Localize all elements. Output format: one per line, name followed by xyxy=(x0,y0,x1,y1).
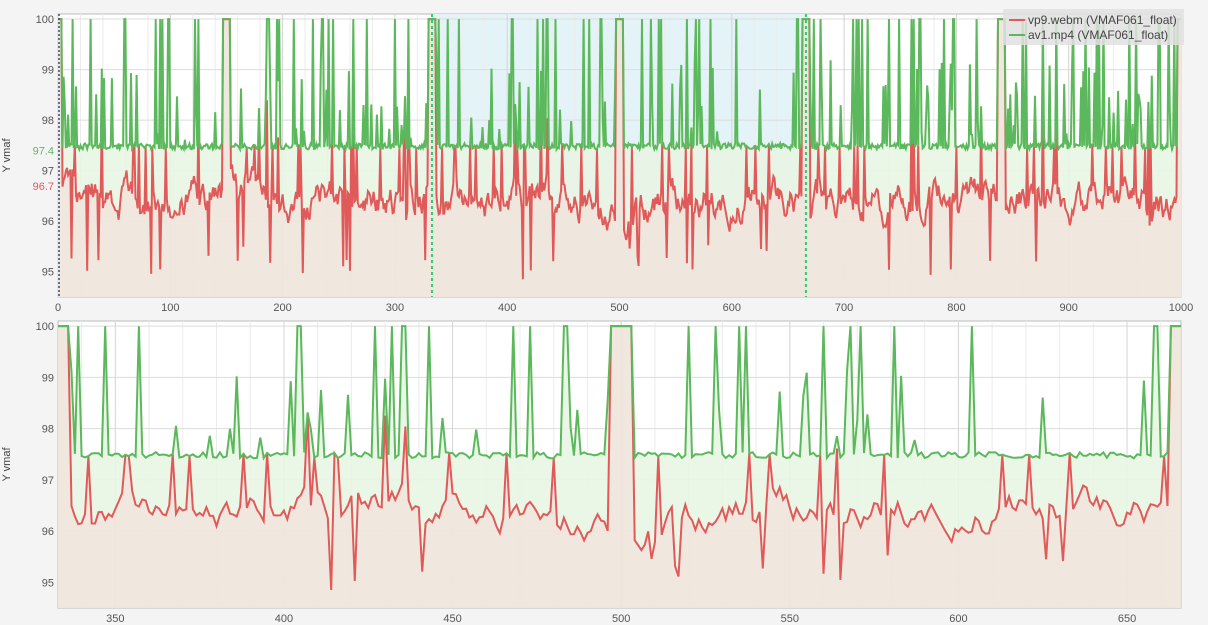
overview-x-tick-label: 400 xyxy=(498,302,516,314)
overview-x-tick-label: 900 xyxy=(1060,302,1078,314)
zoom-x-tick-label: 350 xyxy=(106,613,124,625)
zoom-area-av1 xyxy=(58,326,1181,590)
overview-y-tick-label: 99 xyxy=(42,65,54,77)
legend-item-vp9[interactable]: vp9.webm (VMAF061_float) xyxy=(1009,12,1178,27)
zoom-y-tick-label: 95 xyxy=(42,577,54,589)
overview-x-tick-label: 700 xyxy=(835,302,853,314)
legend-label-av1: av1.mp4 (VMAF061_float) xyxy=(1028,27,1169,42)
overview-y-tick-label: 100 xyxy=(36,14,54,26)
zoom-line-av1 xyxy=(58,325,1181,462)
overview-x-tick-label: 0 xyxy=(55,302,61,314)
zoom-x-tick-label: 650 xyxy=(1118,613,1136,625)
overview-y-tick-label: 97 xyxy=(42,166,54,178)
zoom-x-tick-label: 400 xyxy=(275,613,293,625)
overview-y-tick-label: 96 xyxy=(42,216,54,228)
legend: vp9.webm (VMAF061_float) av1.mp4 (VMAF06… xyxy=(1003,9,1184,45)
legend-swatch-vp9 xyxy=(1009,18,1025,21)
zoom-x-tick-label: 450 xyxy=(443,613,461,625)
overview-x-tick-label: 100 xyxy=(161,302,179,314)
overview-avg-label: 96.7 xyxy=(33,181,54,193)
overview-y-tick-label: 95 xyxy=(42,267,54,279)
overview-x-tick-label: 600 xyxy=(723,302,741,314)
legend-item-av1[interactable]: av1.mp4 (VMAF061_float) xyxy=(1009,27,1178,42)
zoom-y-tick-label: 98 xyxy=(42,424,54,436)
legend-swatch-av1 xyxy=(1009,33,1025,36)
zoom-y-tick-label: 100 xyxy=(36,321,54,333)
zoom-x-tick-label: 550 xyxy=(781,613,799,625)
zoom-x-tick-label: 600 xyxy=(949,613,967,625)
zoom-y-tick-label: 97 xyxy=(42,475,54,487)
overview-x-tick-label: 200 xyxy=(273,302,291,314)
legend-label-vp9: vp9.webm (VMAF061_float) xyxy=(1028,12,1177,27)
zoom-y-axis-title: Y vmaf xyxy=(1,447,13,482)
overview-x-tick-label: 800 xyxy=(947,302,965,314)
overview-area-vp9 xyxy=(58,19,1181,297)
zoom-y-tick-label: 99 xyxy=(42,372,54,384)
overview-y-tick-label: 98 xyxy=(42,115,54,127)
overview-y-axis-title: Y vmaf xyxy=(1,138,13,173)
zoom-y-tick-label: 96 xyxy=(42,526,54,538)
overview-x-tick-label: 500 xyxy=(610,302,628,314)
zoom-area-vp9 xyxy=(58,326,1181,608)
overview-x-tick-label: 1000 xyxy=(1169,302,1193,314)
overview-avg-label: 97.4 xyxy=(33,145,54,157)
overview-line-av1 xyxy=(58,18,1181,154)
overview-x-tick-label: 300 xyxy=(386,302,404,314)
overview-plot: 0 100 200 300 400 500 600 700 800 900 1000 95 96 97 98… xyxy=(1,13,1193,314)
zoom-plot: 350 400 450 500 550 600 650 95 96 97 98 99 100 Y vmaf xyxy=(1,320,1182,625)
zoom-x-tick-label: 500 xyxy=(612,613,630,625)
